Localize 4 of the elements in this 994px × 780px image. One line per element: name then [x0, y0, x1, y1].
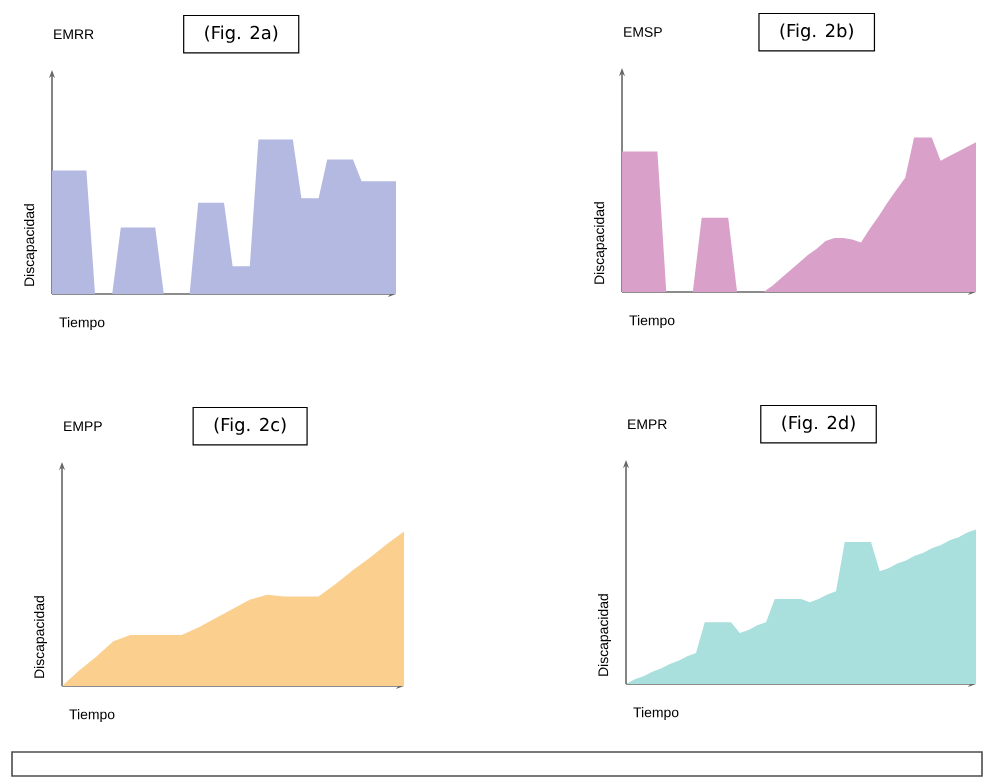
text: (Fig. 2d) — [782, 415, 855, 433]
text: (Fig. 2a) — [205, 25, 278, 43]
text: (Fig. 2c) — [214, 417, 286, 435]
text: (Fig. 2b) — [780, 23, 853, 41]
